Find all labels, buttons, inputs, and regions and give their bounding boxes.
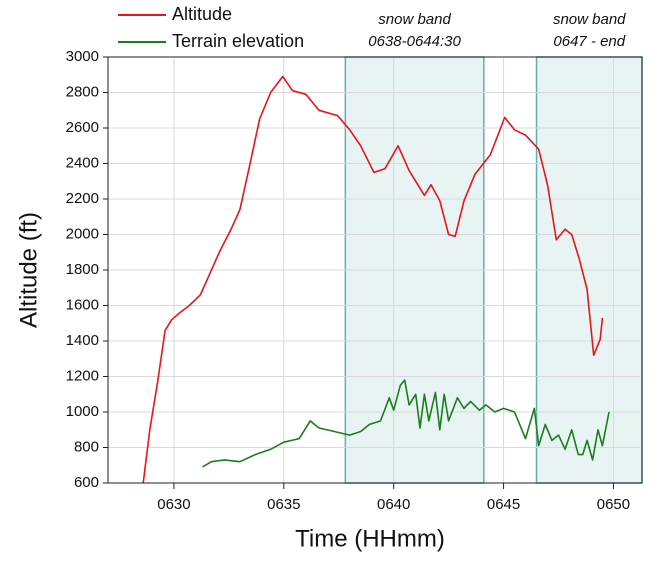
band-label: 0647 - end bbox=[553, 33, 625, 50]
y-tick-label: 3000 bbox=[66, 48, 99, 65]
data-line bbox=[142, 75, 604, 484]
y-tick-label: 1600 bbox=[66, 296, 99, 313]
y-tick-label: 1000 bbox=[66, 403, 99, 420]
y-tick-label: 800 bbox=[74, 438, 99, 455]
x-axis-title: Time (HHmm) bbox=[295, 525, 445, 552]
y-tick-label: 1400 bbox=[66, 332, 99, 349]
band-label: 0638-0644:30 bbox=[368, 33, 461, 50]
data-line bbox=[202, 379, 610, 468]
legend-label: Terrain elevation bbox=[172, 31, 304, 51]
y-tick-label: 600 bbox=[74, 474, 99, 491]
y-tick-label: 2600 bbox=[66, 119, 99, 136]
x-tick-label: 0640 bbox=[377, 496, 410, 513]
y-tick-label: 2200 bbox=[66, 190, 99, 207]
plot-frame bbox=[107, 56, 643, 484]
y-tick-label: 1800 bbox=[66, 261, 99, 278]
x-tick-label: 0630 bbox=[157, 496, 190, 513]
band-label: snow band bbox=[553, 11, 626, 28]
y-axis-title: Altitude (ft) bbox=[15, 212, 42, 328]
band-label: snow band bbox=[378, 11, 451, 28]
x-tick-label: 0635 bbox=[267, 496, 300, 513]
x-tick-label: 0650 bbox=[597, 496, 630, 513]
y-tick-label: 2000 bbox=[66, 225, 99, 242]
x-tick-label: 0645 bbox=[487, 496, 520, 513]
legend-label: Altitude bbox=[172, 4, 232, 24]
y-tick-label: 2400 bbox=[66, 154, 99, 171]
y-tick-label: 1200 bbox=[66, 367, 99, 384]
y-tick-label: 2800 bbox=[66, 83, 99, 100]
